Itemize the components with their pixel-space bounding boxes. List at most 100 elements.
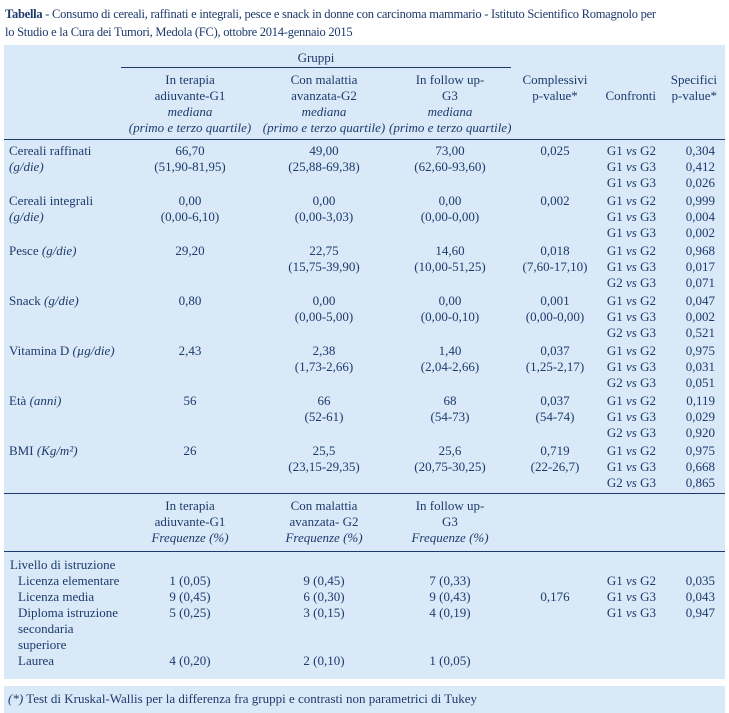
value-line: (51,90-81,95) [154, 159, 226, 174]
education-row: Diploma istruzione secondaria superiore 5… [4, 605, 725, 653]
table-row: Pesce (g/die) 29,20 22,75 (15,75-39,90) 14,6… [4, 243, 725, 293]
value-cell-g2: 22,75 (15,75-39,90) [259, 243, 389, 293]
table-row: Vitamina D (µg/die) 2,43 2,38 (1,73-2,66) 1,… [4, 343, 725, 393]
value-cell-g2: 25,5 (23,15-29,35) [259, 443, 389, 493]
value-line: (0,00-0,00) [525, 309, 585, 324]
value-cell-p: 0,002 [511, 193, 599, 243]
caption-line-2: lo Studio e la Cura dei Tumori, Medola (… [5, 25, 353, 39]
col-header2-g3: In follow up- G3 Frequenze (%) [411, 498, 489, 545]
value-line: 2,38 [312, 343, 336, 358]
education-value-g1: 4 (0,20) [169, 653, 211, 668]
specifici-value: 0,999 [685, 193, 715, 208]
specifici-value: 0,968 [685, 243, 715, 258]
vs-label: vs [626, 209, 637, 224]
value-cell-g1: 2,43 [121, 343, 259, 393]
education-confronto-cell: G1 vs G3 [599, 605, 660, 653]
row-label: Cereali raffinati (g/die) [4, 143, 121, 193]
row-label: Cereali integrali (g/die) [4, 193, 121, 243]
vs-label: vs [626, 325, 637, 340]
education-row-label: Licenza media [18, 589, 95, 604]
value-line: (0,00-0,00) [420, 209, 480, 224]
vs-label: vs [626, 193, 637, 208]
confronto-pair: G1 vs G2 [606, 143, 656, 158]
confronto-pair: G2 vs G3 [606, 425, 656, 440]
vs-label: vs [626, 343, 637, 358]
education-confronto-cell [599, 653, 660, 669]
table-row: Cereali raffinati (g/die) 66,70 (51,90-81,9… [4, 143, 725, 193]
vs-label: vs [626, 443, 637, 458]
vs-label: vs [626, 573, 637, 588]
table-caption: Tabella - Consumo di cereali, raffinati … [0, 0, 729, 41]
vs-label: vs [626, 459, 637, 474]
value-cell-p: 0,025 [511, 143, 599, 193]
specifici-value: 0,975 [685, 443, 715, 458]
specifici-cell: 0,304 0,412 0,026 [660, 143, 725, 193]
specifici-value: 0,920 [685, 425, 715, 440]
specifici-value: 0,071 [685, 275, 715, 290]
value-line: (25,88-69,38) [288, 159, 360, 174]
value-cell-g3: 0,00 (0,00-0,00) [389, 193, 511, 243]
value-line: (0,00-6,10) [160, 209, 220, 224]
value-line: 26 [183, 443, 197, 458]
specifici-value: 0,412 [685, 159, 715, 174]
value-line: 22,75 [309, 243, 339, 258]
vs-label: vs [626, 359, 637, 374]
value-cell-g1: 66,70 (51,90-81,95) [121, 143, 259, 193]
value-line: 14,60 [435, 243, 465, 258]
value-cell-g3: 68 (54-73) [389, 393, 511, 443]
value-line: (10,00-51,25) [414, 259, 486, 274]
value-line: 0,719 [540, 443, 570, 458]
value-line: (20,75-30,25) [414, 459, 486, 474]
confronto-pair: G1 vs G2 [606, 573, 656, 588]
education-specifici-cell [660, 653, 725, 669]
table-row: Snack (g/die) 0,80 0,00 (0,00-5,00) 0,00 (0,0… [4, 293, 725, 343]
confronti-cell: G1 vs G2 G1 vs G3 G1 vs G3 [599, 193, 660, 243]
value-line: 0,00 [438, 193, 462, 208]
value-line: 25,6 [438, 443, 462, 458]
value-line: 68 [443, 393, 457, 408]
education-row-label: Diploma istruzione secondaria superiore [18, 605, 119, 652]
column-headers: In terapia adiuvante-G1 mediana (primo e… [4, 68, 725, 139]
education-value-g1: 5 (0,25) [169, 605, 211, 620]
row-unit: (g/die) [9, 159, 44, 174]
confronto-pair: G1 vs G3 [606, 159, 656, 174]
confronti-cell: G1 vs G2 G1 vs G3 G2 vs G3 [599, 293, 660, 343]
value-cell-g3: 14,60 (10,00-51,25) [389, 243, 511, 293]
col-header-pvalue: Complessivi p-value* [522, 72, 588, 103]
education-value-g3: 9 (0,43) [429, 589, 471, 604]
specifici-value: 0,119 [686, 393, 715, 408]
col-header-specifici: Specifici p-value* [670, 72, 717, 103]
specifici-value: 0,668 [685, 459, 715, 474]
education-row: Licenza elementare 1 (0,05) 9 (0,45) 7 (0,3… [4, 573, 725, 589]
col-header-g1: In terapia adiuvante-G1 mediana (primo e… [128, 72, 252, 135]
confronto-pair: G1 vs G2 [606, 393, 656, 408]
vs-label: vs [626, 175, 637, 190]
education-row: Laurea 4 (0,20) 2 (0,10) 1 (0,05) [4, 653, 725, 669]
vs-label: vs [626, 259, 637, 274]
col-header2-g2: Con malattia avanzata- G2 Frequenze (%) [285, 498, 363, 545]
specifici-value: 0,047 [685, 293, 715, 308]
confronto-pair: G2 vs G3 [606, 375, 656, 390]
row-label: Pesce (g/die) [4, 243, 121, 293]
education-value-p [511, 653, 599, 669]
specifici-cell: 0,975 0,668 0,865 [660, 443, 725, 493]
confronto-pair: G2 vs G3 [606, 475, 656, 490]
confronto-pair: G1 vs G2 [606, 243, 656, 258]
education-specifici-cell: 0,947 [685, 605, 715, 620]
education-value-g2: 9 (0,45) [303, 573, 345, 588]
row-unit: (g/die) [44, 293, 79, 308]
col-header-confronti: Confronti [605, 88, 656, 103]
vs-label: vs [626, 375, 637, 390]
footnote-text: Test di Kruskal-Wallis per la differenza… [23, 691, 478, 706]
education-row-label: Licenza elementare [18, 573, 120, 588]
specifici-value: 0,002 [685, 225, 715, 240]
confronti-cell: G1 vs G2 G1 vs G3 G2 vs G3 [599, 243, 660, 293]
value-line: (15,75-39,90) [288, 259, 360, 274]
confronto-pair: G1 vs G3 [606, 409, 656, 424]
row-unit: (anni) [29, 393, 62, 408]
education-rows: Licenza elementare 1 (0,05) 9 (0,45) 7 (0,3… [4, 573, 725, 669]
education-value-g1: 1 (0,05) [169, 573, 211, 588]
confronto-pair: G1 vs G3 [606, 359, 656, 374]
value-cell-g2: 0,00 (0,00-3,03) [259, 193, 389, 243]
value-cell-g1: 0,00 (0,00-6,10) [121, 193, 259, 243]
